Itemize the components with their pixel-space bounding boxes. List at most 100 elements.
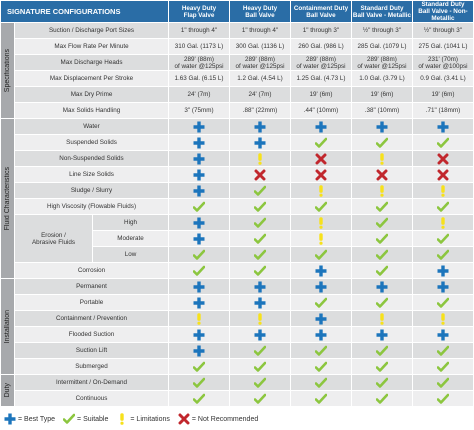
table-row: Containment / Prevention	[1, 310, 474, 327]
symbol-suitable	[436, 377, 449, 388]
symbol-cell	[350, 150, 413, 167]
symbol-cell	[411, 198, 474, 215]
symbol-cell	[168, 166, 230, 183]
symbol-cell	[289, 198, 352, 215]
symbol-cell	[229, 390, 291, 407]
symbol-cell	[411, 262, 474, 279]
row-label: Non-Suspended Solids	[13, 150, 170, 167]
symbol-suitable	[375, 345, 388, 356]
spec-value: 231' (70m) of water @100psi	[411, 54, 474, 71]
symbol-suitable	[253, 361, 266, 372]
symbol-suitable	[193, 361, 205, 372]
spec-value: 1.25 Gal. (4.73 L)	[289, 70, 352, 87]
symbol-best	[193, 345, 205, 356]
section-label-text: Installation	[4, 309, 11, 344]
table-row: Specifications Suction / Discharge Port S…	[0, 22, 474, 119]
symbol-limitations	[441, 184, 445, 197]
symbol-best	[254, 281, 266, 292]
row-label: Intermittent / On-Demand	[13, 374, 170, 391]
row-label: Sludge / Slurry	[13, 182, 170, 199]
legend-item: = Limitations	[116, 413, 170, 425]
spec-value: 289' (88m) of water @125psi	[168, 54, 230, 71]
section-label: Specifications	[0, 22, 15, 119]
row-label: Portable	[13, 294, 170, 311]
symbol-suitable	[253, 265, 266, 276]
symbol-cell	[168, 262, 230, 279]
row-label: Max Dry Prime	[13, 86, 170, 103]
symbol-limitations	[120, 413, 125, 425]
row-label: Permanent	[13, 278, 170, 295]
table-row: Suspended Solids	[1, 134, 474, 151]
symbol-suitable	[375, 393, 388, 404]
spec-value: 19' (6m)	[289, 86, 352, 103]
symbol-cell	[168, 198, 230, 215]
symbol-cell	[289, 118, 352, 135]
symbol-suitable	[253, 201, 266, 212]
symbol-not-recommended	[315, 169, 327, 180]
symbol-cell	[411, 166, 474, 183]
column-header-line1: Containment Duty	[293, 4, 349, 12]
row-label: Flooded Suction	[13, 326, 170, 343]
symbol-suitable	[375, 377, 388, 388]
symbol-suitable	[314, 361, 327, 372]
symbol-not-recommended	[178, 413, 190, 425]
table-row: Max Solids Handling 3" (75mm) .88" (22mm).…	[1, 102, 474, 119]
symbol-cell	[411, 214, 474, 231]
spec-value: .44" (10mm)	[289, 102, 352, 119]
symbol-cell	[289, 134, 352, 151]
symbol-best	[315, 281, 327, 292]
symbol-suitable	[375, 297, 388, 308]
symbol-not-recommended	[376, 169, 388, 180]
spec-value: 3" (75mm)	[168, 102, 230, 119]
symbol-cell	[411, 182, 474, 199]
symbol-best	[254, 137, 266, 148]
symbol-cell	[411, 390, 474, 407]
symbol-best	[437, 329, 449, 340]
symbol-best	[437, 121, 449, 132]
symbol-cell	[350, 374, 413, 391]
symbol-suitable	[436, 201, 449, 212]
symbol-limitations	[380, 152, 384, 165]
spec-value: 285 Gal. (1079 L)	[350, 38, 413, 55]
symbol-cell	[350, 198, 413, 215]
symbol-best	[4, 413, 16, 425]
symbol-suitable	[375, 249, 388, 260]
symbol-cell	[229, 262, 291, 279]
symbol-limitations	[380, 184, 384, 197]
symbol-cell	[229, 150, 291, 167]
symbol-cell	[229, 294, 291, 311]
symbol-cell	[229, 374, 291, 391]
symbol-cell	[411, 150, 474, 167]
symbol-cell	[350, 342, 413, 359]
symbol-cell	[350, 214, 413, 231]
symbol-best	[193, 153, 205, 164]
legend: = Best Type = Suitable = Limitations = Not …	[4, 413, 474, 425]
symbol-best	[376, 329, 388, 340]
row-label: High	[91, 214, 170, 231]
symbol-cell	[229, 246, 291, 263]
symbol-cell	[168, 374, 230, 391]
symbol-cell	[289, 294, 352, 311]
symbol-best	[254, 329, 266, 340]
table-row: Flooded Suction	[1, 326, 474, 343]
symbol-cell	[229, 358, 291, 375]
symbol-cell	[229, 278, 291, 295]
symbol-cell	[350, 182, 413, 199]
symbol-cell	[289, 262, 352, 279]
symbol-suitable	[193, 377, 205, 388]
spec-value: 1" through 4"	[229, 22, 291, 39]
symbol-cell	[289, 374, 352, 391]
table-row: High Viscosity (Flowable Fluids)	[1, 198, 474, 215]
symbol-limitations	[319, 232, 323, 245]
symbol-cell	[289, 390, 352, 407]
symbol-best	[193, 185, 205, 196]
column-header-line1: Heavy Duty	[181, 4, 217, 12]
column-header: Standard Duty Ball Valve - Metallic	[350, 0, 413, 23]
table-row: Installation Permanent	[0, 278, 474, 375]
symbol-cell	[168, 214, 230, 231]
table-row: Portable	[1, 294, 474, 311]
table-row: Continuous	[1, 390, 474, 407]
symbol-cell	[411, 326, 474, 343]
symbol-best	[254, 297, 266, 308]
symbol-suitable	[436, 361, 449, 372]
